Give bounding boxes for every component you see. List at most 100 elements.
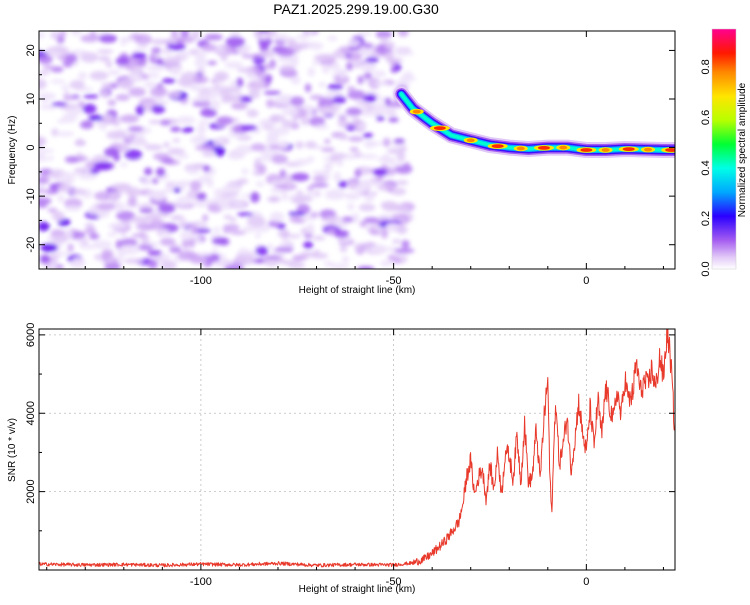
bottom-y-tick-label: 6000 xyxy=(25,323,37,347)
noise-blob xyxy=(309,116,326,127)
noise-blob xyxy=(124,149,143,161)
bottom-x-tick-label: -50 xyxy=(386,576,402,588)
ridge-hotspot-core xyxy=(580,148,593,152)
noise-blob xyxy=(39,137,45,148)
noise-blob xyxy=(357,123,367,130)
noise-blob xyxy=(199,92,213,98)
noise-blob xyxy=(304,83,312,93)
noise-blob xyxy=(306,223,315,233)
noise-blob xyxy=(151,177,159,185)
noise-blob xyxy=(153,53,160,60)
noise-blob xyxy=(312,235,326,241)
noise-blob xyxy=(338,134,349,141)
noise-blob xyxy=(290,57,299,67)
noise-blob xyxy=(363,72,373,80)
noise-blob xyxy=(246,216,266,228)
noise-blob xyxy=(100,89,109,99)
bottom-y-tick-label: 4000 xyxy=(25,401,37,425)
noise-blob xyxy=(357,179,375,187)
noise-blob xyxy=(354,168,362,178)
noise-blob xyxy=(315,124,330,130)
noise-blob xyxy=(190,135,208,145)
noise-blob xyxy=(359,46,367,56)
noise-blob xyxy=(267,243,274,250)
noise-blob xyxy=(151,212,171,218)
noise-blob xyxy=(57,183,72,193)
noise-blob xyxy=(77,156,89,162)
noise-blob xyxy=(188,238,196,248)
noise-blob xyxy=(176,115,196,125)
noise-blob xyxy=(64,205,82,212)
noise-blob xyxy=(313,54,329,62)
noise-blob xyxy=(345,107,363,116)
noise-blob xyxy=(49,254,61,259)
noise-blob xyxy=(310,211,319,218)
noise-blob xyxy=(380,259,392,267)
noise-blob xyxy=(70,31,82,36)
noise-blob xyxy=(196,192,207,201)
noise-blob xyxy=(334,74,350,85)
noise-blob xyxy=(154,97,164,104)
noise-blob xyxy=(254,232,261,239)
noise-blob xyxy=(192,75,209,84)
noise-blob xyxy=(252,80,265,88)
top-x-tick-label: -50 xyxy=(386,275,402,287)
noise-blob xyxy=(208,198,218,204)
noise-blob xyxy=(39,32,46,39)
noise-blob xyxy=(373,70,387,78)
noise-blob xyxy=(55,131,75,137)
snr-panel: -100 -50 0 2000 4000 6000 Height of straight … xyxy=(7,323,676,595)
noise-blob xyxy=(195,223,209,228)
noise-blob xyxy=(206,177,214,188)
noise-blob xyxy=(105,60,113,68)
noise-blob xyxy=(39,221,50,232)
noise-blob xyxy=(224,61,244,69)
bottom-y-axis-label: SNR (10 * v/v) xyxy=(7,418,18,482)
signal-ridge xyxy=(393,86,675,158)
noise-blob xyxy=(39,78,47,90)
noise-blob xyxy=(130,65,144,75)
noise-blob xyxy=(195,144,215,151)
noise-blob xyxy=(101,249,112,260)
noise-blob xyxy=(318,97,335,108)
noise-blob xyxy=(305,191,323,196)
top-y-tick-label: -10 xyxy=(25,188,37,204)
noise-blob xyxy=(194,57,208,69)
noise-blob xyxy=(183,126,194,132)
noise-blob xyxy=(177,250,196,261)
colorbar-ticks: 0.0 0.2 0.4 0.6 0.8 xyxy=(700,59,712,276)
noise-blob xyxy=(351,212,360,224)
noise-blob xyxy=(343,153,356,160)
ridge-hotspot-core xyxy=(644,147,653,152)
noise-blob xyxy=(324,138,331,144)
noise-blob xyxy=(115,201,125,213)
noise-blob xyxy=(147,259,158,269)
bottom-axis-ticks: -100 -50 0 2000 4000 6000 xyxy=(25,323,675,588)
noise-blob xyxy=(329,263,350,269)
noise-blob xyxy=(307,67,316,77)
noise-blob xyxy=(323,173,331,180)
noise-blob xyxy=(222,224,240,231)
noise-blob xyxy=(401,239,410,249)
noise-blob xyxy=(397,31,409,37)
noise-blob xyxy=(245,72,258,80)
noise-blob xyxy=(339,48,348,53)
noise-blob xyxy=(362,62,374,71)
noise-blob xyxy=(170,126,181,132)
noise-blob xyxy=(265,74,273,83)
noise-blob xyxy=(159,119,171,126)
noise-blob xyxy=(231,200,246,208)
noise-blob xyxy=(78,100,85,108)
noise-blob xyxy=(171,31,179,39)
noise-blob xyxy=(170,64,181,76)
bottom-x-tick-label: 0 xyxy=(583,576,589,588)
noise-blob xyxy=(94,191,113,201)
noise-blob xyxy=(39,70,50,76)
noise-blob xyxy=(104,262,121,269)
noise-blob xyxy=(358,203,376,212)
noise-blob xyxy=(269,211,285,222)
noise-blob xyxy=(382,157,396,165)
noise-blob xyxy=(365,56,379,63)
noise-blob xyxy=(144,167,153,176)
